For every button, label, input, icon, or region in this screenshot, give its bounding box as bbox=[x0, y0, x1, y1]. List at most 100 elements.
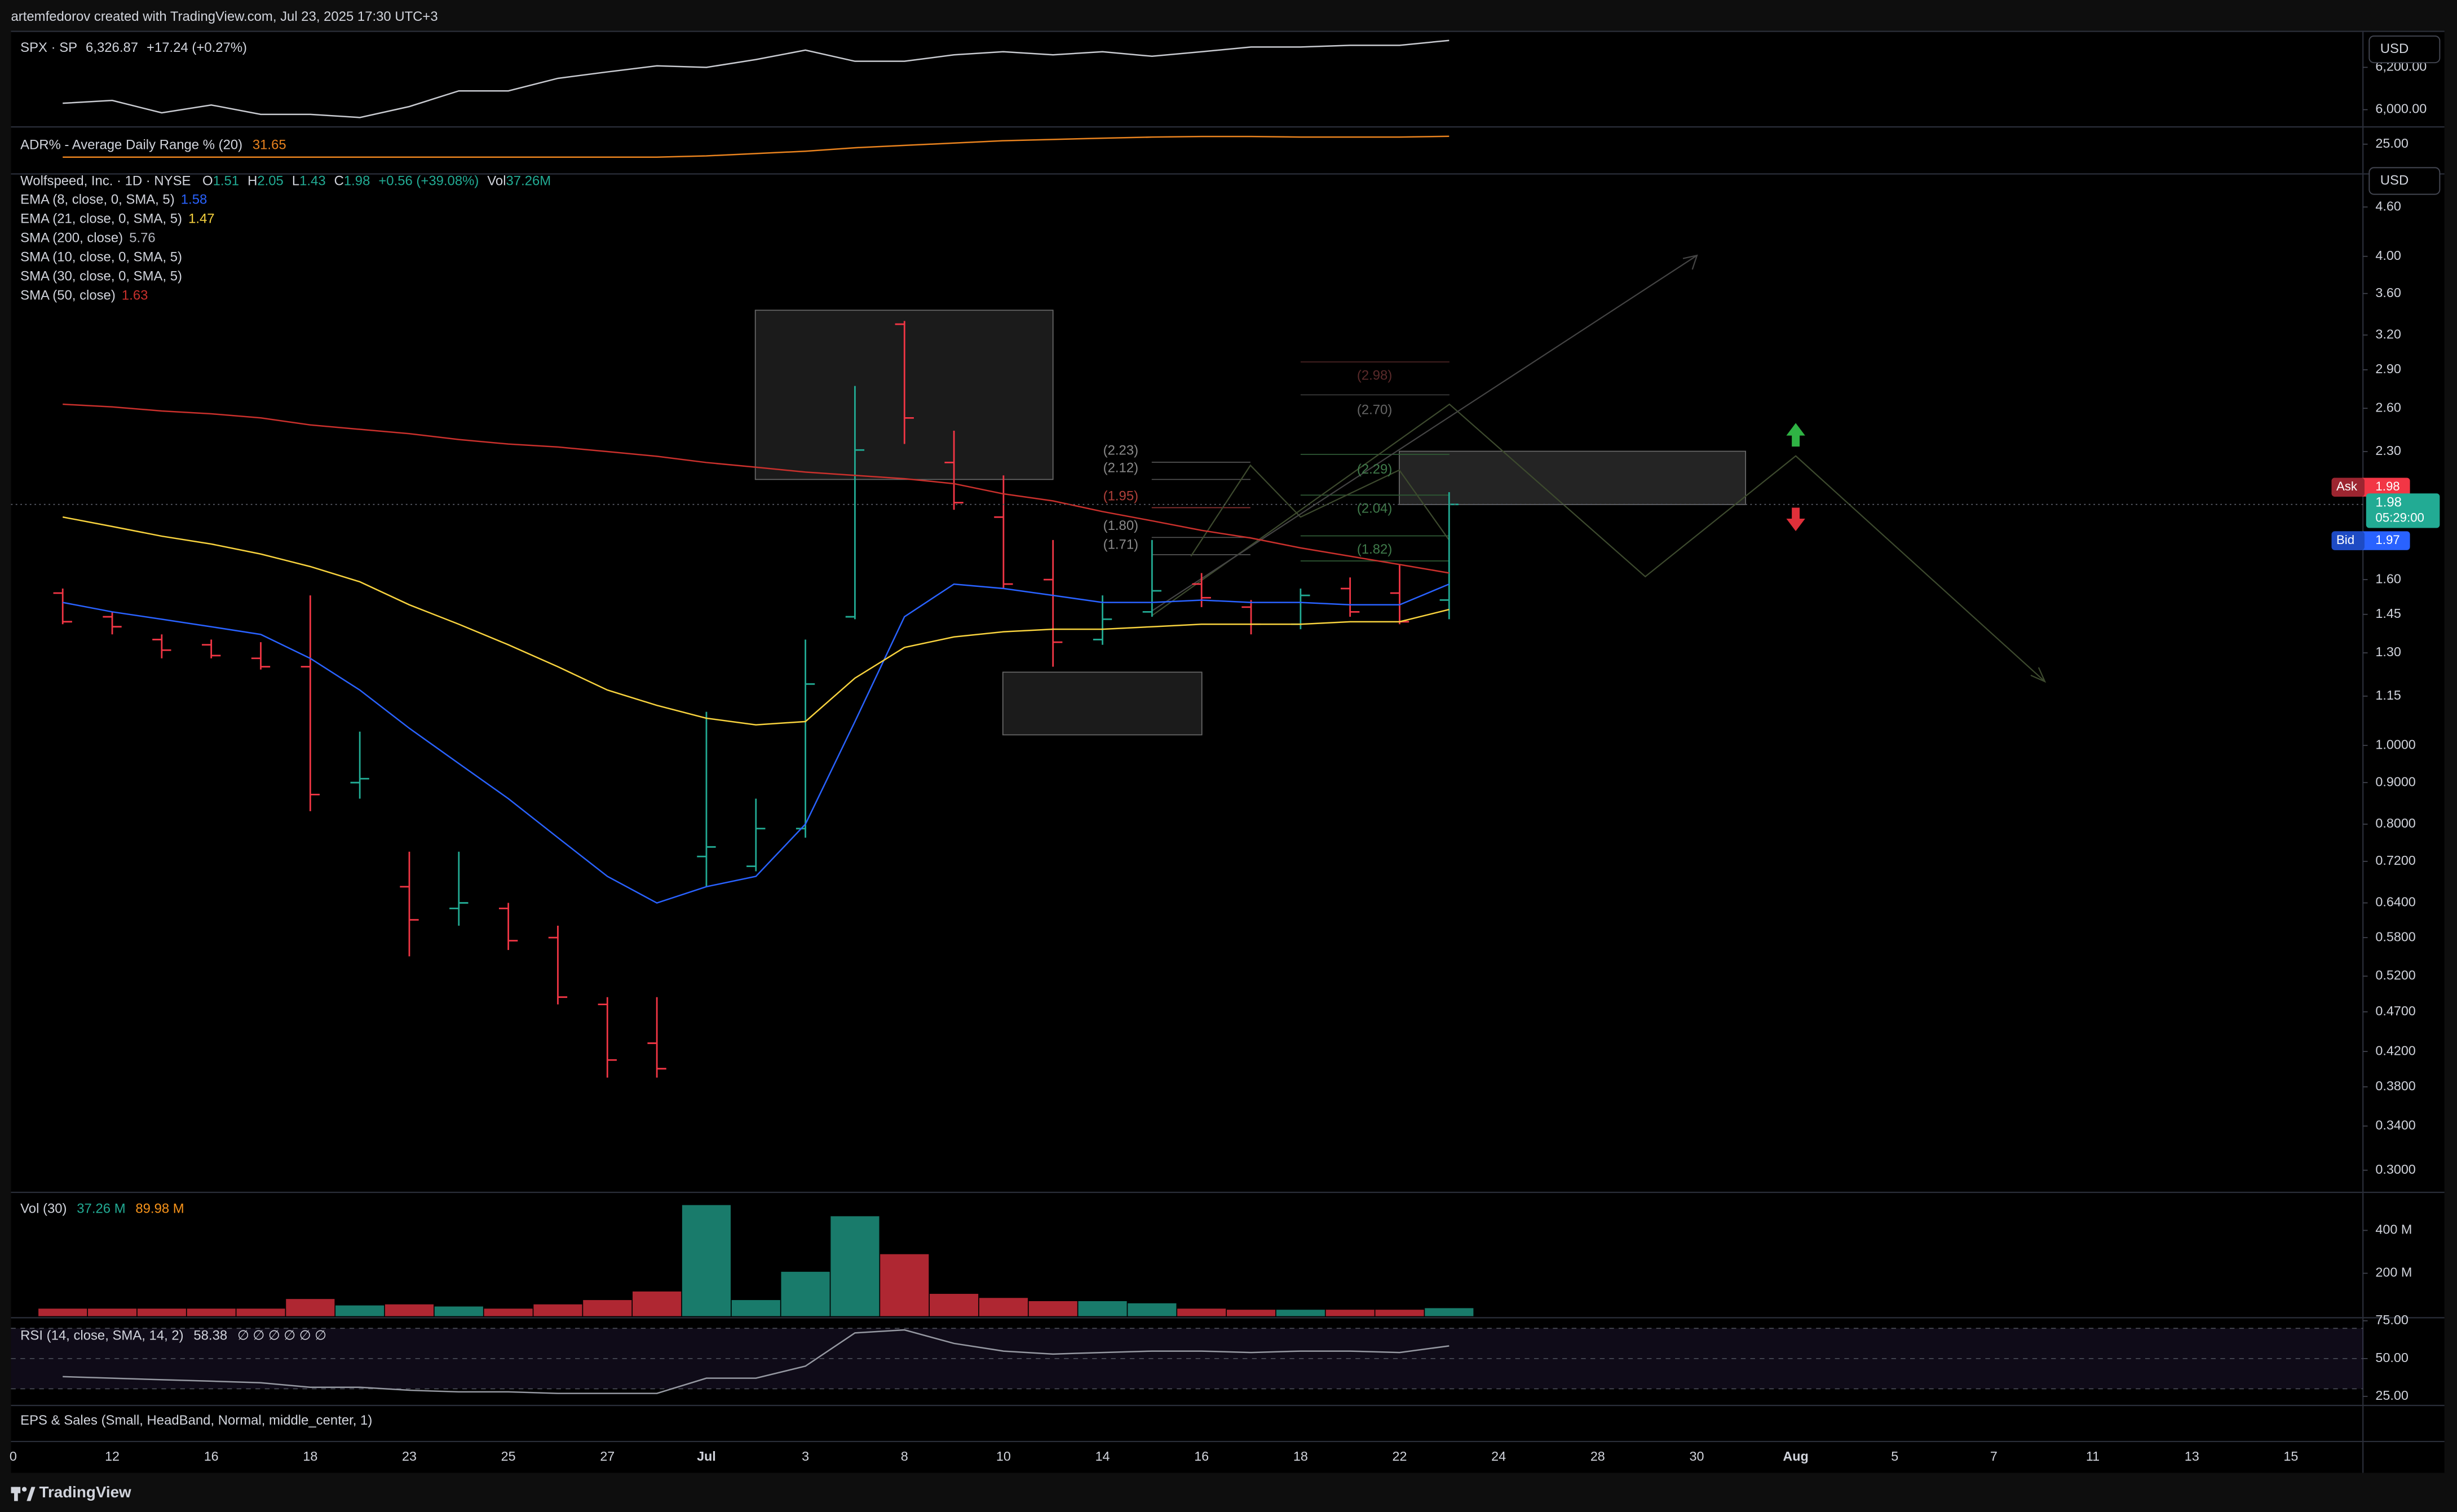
price-legend: Wolfspeed, Inc. · 1D · NYSE O1.51 H2.05 … bbox=[20, 174, 551, 189]
x-tick-label: 28 bbox=[1590, 1449, 1605, 1464]
x-tick-label: Aug bbox=[1783, 1449, 1808, 1464]
legend-change: +17.24 (+0.27%) bbox=[147, 40, 247, 55]
legend-name: SMA (30, close, 0, SMA, 5) bbox=[20, 269, 182, 284]
legend-entry: EMA (21, close, 0, SMA, 5) 1.47 bbox=[20, 211, 214, 227]
moving-average bbox=[62, 516, 1450, 726]
legend-title: Vol (30) bbox=[20, 1201, 67, 1217]
currency-label: USD bbox=[2380, 173, 2409, 188]
x-tick-label: 25 bbox=[501, 1449, 516, 1464]
legend-entry: SMA (30, close, 0, SMA, 5) bbox=[20, 269, 182, 284]
x-tick-label: 24 bbox=[1491, 1449, 1506, 1464]
ask-name: Ask bbox=[2336, 479, 2358, 493]
adr-legend: ADR% - Average Daily Range % (20) 31.65 bbox=[20, 138, 286, 153]
volume-bar bbox=[87, 1308, 137, 1316]
volume-bar bbox=[38, 1308, 87, 1316]
volume-bar bbox=[682, 1205, 731, 1316]
x-tick-label: 16 bbox=[204, 1449, 219, 1464]
y-tick-label: 0.3800 bbox=[2375, 1078, 2415, 1093]
projection-path bbox=[1151, 403, 2045, 682]
volume-bar bbox=[830, 1216, 880, 1316]
y-tick-label: 1.0000 bbox=[2375, 737, 2415, 751]
ask-value: 1.98 bbox=[2375, 479, 2399, 493]
x-tick-label: 23 bbox=[402, 1449, 417, 1464]
legend-change: +0.56 (+39.08%) bbox=[378, 174, 479, 189]
y-tick-label: 3.60 bbox=[2375, 285, 2401, 300]
arrow-head bbox=[2030, 667, 2047, 683]
y-tick-label: 4.60 bbox=[2375, 198, 2401, 213]
footer-brand: TradingView bbox=[39, 1483, 132, 1501]
indicator-line bbox=[63, 135, 1450, 158]
spx-legend: SPX · SP 6,326.87 +17.24 (+0.27%) bbox=[20, 40, 247, 55]
legend-entry: SMA (10, close, 0, SMA, 5) bbox=[20, 250, 182, 265]
ohlc-key: H bbox=[248, 174, 257, 189]
y-tick-label: 75.00 bbox=[2375, 1312, 2408, 1327]
ohlc-key: C bbox=[334, 174, 344, 189]
legend-name: SMA (10, close, 0, SMA, 5) bbox=[20, 250, 182, 265]
legend-entry: SMA (200, close) 5.76 bbox=[20, 231, 156, 246]
y-tick-label: 1.15 bbox=[2375, 688, 2401, 702]
legend-value: 37.26 M bbox=[77, 1201, 125, 1217]
arrow-head bbox=[1682, 254, 1698, 270]
volume-key: Vol bbox=[487, 174, 506, 189]
y-tick-label: 4.00 bbox=[2375, 248, 2401, 263]
y-tick-label: 0.4700 bbox=[2375, 1003, 2415, 1018]
volume-legend: Vol (30) 37.26 M 89.98 M bbox=[20, 1201, 184, 1217]
volume-bar bbox=[137, 1308, 186, 1316]
moving-average bbox=[62, 583, 1450, 904]
rsi-legend: RSI (14, close, SMA, 14, 2) 58.38 ∅ ∅ ∅ … bbox=[20, 1328, 326, 1343]
x-tick-label: Jul bbox=[697, 1449, 716, 1464]
last-price-tag bbox=[2366, 493, 2440, 528]
x-tick-label: 7 bbox=[1990, 1449, 1998, 1464]
volume-bar bbox=[187, 1308, 236, 1316]
volume-bar bbox=[385, 1304, 434, 1316]
ohlc-value: 1.51 bbox=[213, 174, 240, 189]
last-price-label: 1.98 bbox=[2375, 494, 2402, 510]
volume-bar bbox=[731, 1300, 780, 1316]
y-tick-label: 0.7200 bbox=[2375, 853, 2415, 868]
legend-value: 89.98 M bbox=[135, 1201, 184, 1217]
legend-name: SMA (200, close) bbox=[20, 231, 123, 246]
legend-value: 6,326.87 bbox=[86, 40, 138, 55]
legend-value: 5.76 bbox=[129, 231, 156, 246]
fib-lines-left bbox=[1151, 462, 1250, 555]
author-line: artemfedorov created with TradingView.co… bbox=[11, 9, 438, 24]
ohlc-value: 2.05 bbox=[257, 174, 284, 189]
bid-value: 1.97 bbox=[2375, 533, 2399, 547]
logo-part bbox=[21, 1487, 27, 1492]
fib-label: (2.12) bbox=[1103, 460, 1138, 475]
x-tick-label: 18 bbox=[303, 1449, 317, 1464]
logo-part bbox=[14, 1487, 18, 1501]
separators bbox=[11, 30, 2445, 1473]
y-tick-label: 0.5800 bbox=[2375, 929, 2415, 944]
fib-label: (1.71) bbox=[1103, 537, 1138, 552]
x-tick-label: 13 bbox=[2185, 1449, 2199, 1464]
ohlc-key: L bbox=[292, 174, 299, 189]
volume-bar bbox=[633, 1291, 682, 1316]
legend-entry: EMA (8, close, 0, SMA, 5) 1.58 bbox=[20, 192, 207, 207]
fib-label: (1.80) bbox=[1103, 518, 1138, 533]
indicator-line bbox=[63, 39, 1450, 118]
volume-bar bbox=[484, 1308, 533, 1316]
indicator-line bbox=[63, 1329, 1450, 1394]
x-tick-label: 3 bbox=[802, 1449, 809, 1464]
legend-value: 1.63 bbox=[122, 288, 148, 303]
fib-label: (1.95) bbox=[1103, 488, 1138, 503]
bid-name: Bid bbox=[2336, 533, 2354, 547]
currency-box[interactable] bbox=[2368, 167, 2441, 195]
plot-layer: 6,000.006,200.0025.004.604.003.603.202.9… bbox=[10, 39, 2440, 1464]
y-tick-label: 25.00 bbox=[2375, 1388, 2408, 1403]
zone-box bbox=[1399, 450, 1746, 505]
legend-name: EMA (21, close, 0, SMA, 5) bbox=[20, 211, 182, 227]
logo-part bbox=[26, 1487, 36, 1501]
fib-label: (2.04) bbox=[1357, 501, 1392, 516]
volume-bar bbox=[1276, 1310, 1325, 1316]
x-tick-label: 15 bbox=[2283, 1449, 2298, 1464]
legend-name: EMA (8, close, 0, SMA, 5) bbox=[20, 192, 175, 207]
volume-bar bbox=[1375, 1310, 1424, 1316]
volume-bar bbox=[583, 1300, 632, 1316]
volume-value: 37.26M bbox=[506, 174, 551, 189]
currency-box[interactable] bbox=[2368, 35, 2441, 64]
down-arrow bbox=[1786, 507, 1805, 532]
fib-label: (2.98) bbox=[1357, 368, 1392, 383]
